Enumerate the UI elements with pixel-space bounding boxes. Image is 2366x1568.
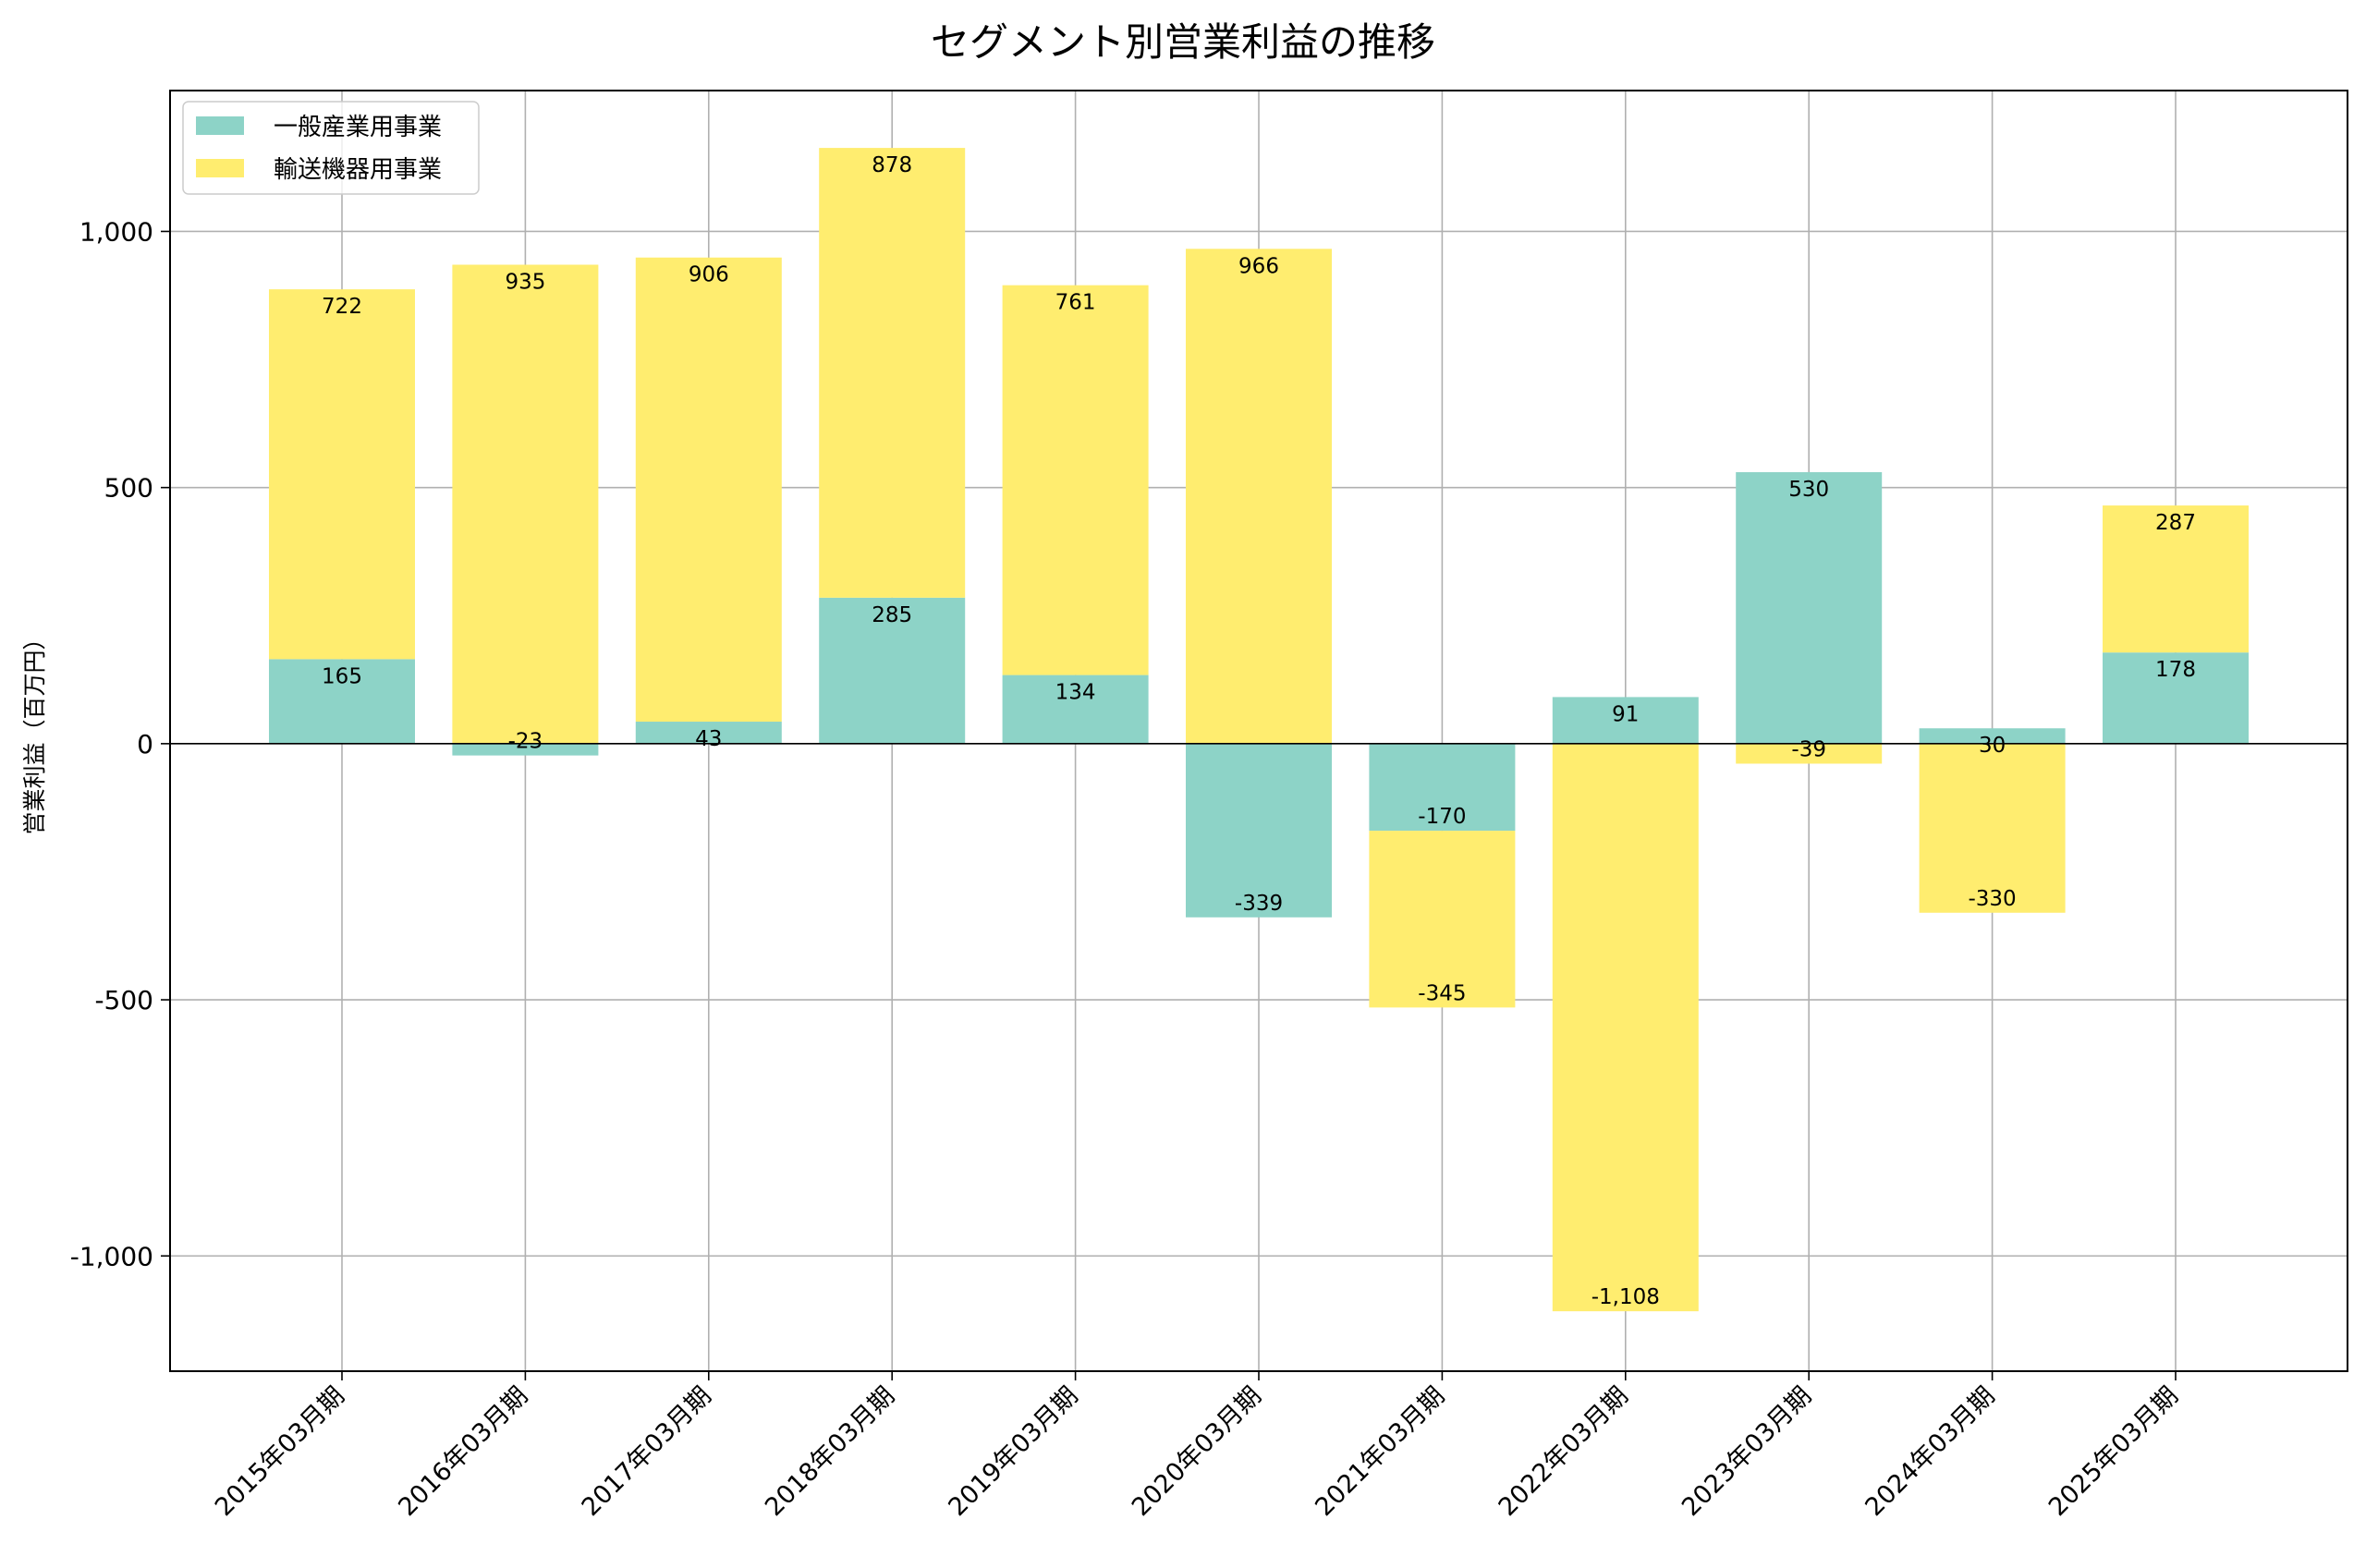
x-tick-label: 2022年03月期 [1494, 1381, 1634, 1522]
bar-segment [269, 659, 415, 744]
y-tick-label: -1,000 [70, 1241, 153, 1271]
data-labels: 165 -23 43 285 134 -339 -170 91 530 30 178 722 935 90… [322, 153, 2196, 1309]
data-label: 878 [872, 153, 912, 177]
bar-segment [1919, 743, 2066, 913]
data-label: 966 [1238, 254, 1279, 278]
data-label: 30 [1979, 734, 2006, 758]
data-label: 287 [2155, 511, 2196, 535]
data-label: -39 [1791, 737, 1826, 761]
x-tick-label: 2017年03月期 [577, 1381, 717, 1522]
y-tick-label: -500 [94, 985, 153, 1015]
bar-segment [1369, 831, 1516, 1008]
legend-label-industrial: 一般産業用事業 [274, 114, 442, 141]
data-label: -1,108 [1592, 1285, 1660, 1309]
bar-segment [452, 743, 599, 756]
bar-segment [1369, 743, 1516, 832]
bar-segment [1186, 743, 1332, 918]
bar-segment [635, 722, 782, 744]
y-axis-label: 営業利益（百万円） [21, 626, 48, 834]
x-tick-label: 2025年03月期 [2043, 1381, 2184, 1522]
data-label: 43 [695, 727, 722, 751]
data-label: -170 [1418, 805, 1466, 829]
bar-segment [2103, 652, 2249, 744]
x-tick-label: 2016年03月期 [393, 1381, 533, 1522]
data-label: -345 [1418, 981, 1466, 1005]
bar-segment [1736, 472, 1883, 744]
data-label: 722 [322, 295, 362, 319]
bar-segment [819, 597, 966, 744]
bar-segment [269, 289, 415, 660]
data-label: 906 [689, 263, 729, 287]
legend-frame [182, 101, 480, 195]
data-label: 285 [872, 603, 912, 627]
bar-segment [1552, 743, 1699, 1312]
y-tick-label: 500 [104, 473, 153, 504]
legend-swatch-transport [196, 159, 244, 177]
x-tick-label: 2019年03月期 [943, 1381, 1083, 1522]
bar-segment [1736, 743, 1883, 764]
data-label: 530 [1788, 478, 1829, 502]
data-label: 91 [1612, 702, 1639, 726]
data-label: -23 [508, 730, 543, 754]
data-label: -339 [1235, 892, 1283, 916]
data-label: 761 [1055, 291, 1096, 315]
x-tick-label: 2018年03月期 [760, 1381, 900, 1522]
chart-title: セグメント別営業利益の推移 [930, 19, 1435, 65]
data-label: 165 [322, 664, 362, 688]
y-tick-label: 0 [137, 729, 153, 760]
bar-segment [819, 148, 966, 598]
bar-segment [1919, 728, 2066, 744]
y-tick-label: 1,000 [79, 216, 153, 247]
y-axis-label-group: 営業利益（百万円） [21, 626, 48, 834]
legend: 一般産業用事業 輸送機器用事業 [182, 101, 480, 195]
data-label: 134 [1055, 681, 1096, 705]
x-tick-label: 2015年03月期 [210, 1381, 350, 1522]
x-tick-label: 2020年03月期 [1127, 1381, 1267, 1522]
x-tick-label: 2021年03月期 [1310, 1381, 1450, 1522]
data-label: 935 [505, 270, 545, 294]
bar-segment [1002, 675, 1149, 744]
bar-segment [452, 264, 599, 744]
data-label: -330 [1968, 887, 2016, 911]
bar-segment [635, 257, 782, 723]
bar-segment [2103, 505, 2249, 653]
data-label: 178 [2155, 658, 2196, 682]
x-tick-label: 2024年03月期 [1860, 1381, 2000, 1522]
legend-label-transport: 輸送機器用事業 [274, 156, 442, 184]
bar-segment [1186, 249, 1332, 744]
x-tick-label: 2023年03月期 [1677, 1381, 1817, 1522]
bar-segment [1552, 697, 1699, 744]
bar-segment [1002, 285, 1149, 675]
bars [269, 148, 2249, 1312]
legend-swatch-industrial [196, 116, 244, 135]
